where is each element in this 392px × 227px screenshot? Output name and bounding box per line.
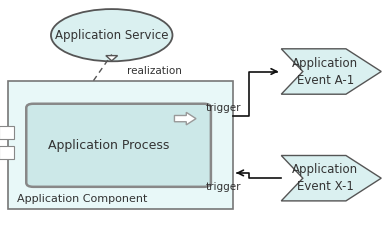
Text: realization: realization xyxy=(127,66,182,76)
Ellipse shape xyxy=(51,9,172,61)
Polygon shape xyxy=(281,155,381,201)
Text: trigger: trigger xyxy=(206,103,241,113)
Polygon shape xyxy=(174,112,196,125)
Text: Application Component: Application Component xyxy=(17,194,147,204)
Polygon shape xyxy=(106,56,118,61)
Text: Application
Event X-1: Application Event X-1 xyxy=(292,163,358,193)
FancyBboxPatch shape xyxy=(8,81,233,209)
Text: Application Service: Application Service xyxy=(55,29,169,42)
Text: Application
Event A-1: Application Event A-1 xyxy=(292,57,358,86)
Text: Application Process: Application Process xyxy=(48,139,169,152)
FancyBboxPatch shape xyxy=(0,126,14,139)
Polygon shape xyxy=(281,49,381,94)
FancyBboxPatch shape xyxy=(26,104,211,187)
Text: trigger: trigger xyxy=(206,182,241,192)
FancyBboxPatch shape xyxy=(0,146,14,159)
